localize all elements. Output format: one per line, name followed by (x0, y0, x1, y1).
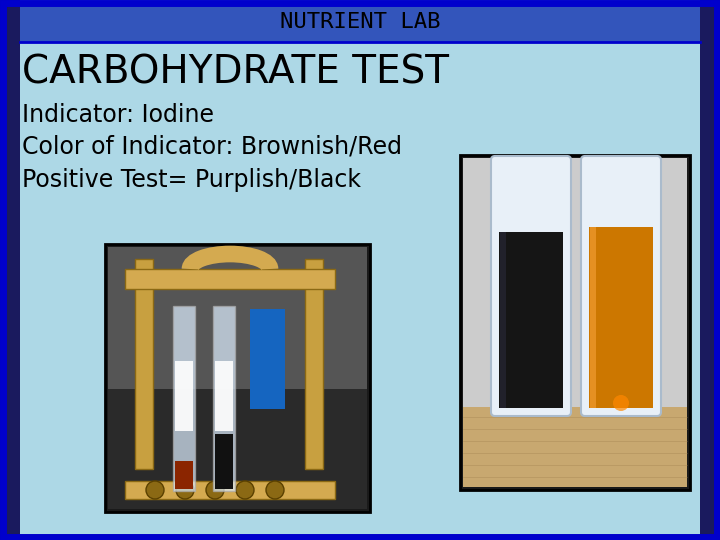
Bar (215, 434, 233, 489)
Bar (500, 232, 506, 408)
Bar (20, 2, 700, 42)
Bar (108, 247, 367, 509)
Bar (590, 227, 596, 408)
Bar (499, 232, 563, 408)
Bar (108, 247, 367, 389)
Text: Positive Test= Purplish/Black: Positive Test= Purplish/Black (22, 168, 361, 192)
Bar (463, 158, 687, 487)
Bar (215, 361, 233, 431)
FancyBboxPatch shape (491, 156, 571, 416)
FancyBboxPatch shape (581, 156, 661, 416)
Bar (463, 407, 687, 487)
Text: Indicator: Iodine: Indicator: Iodine (22, 103, 214, 127)
Bar (125, 269, 335, 289)
Bar (250, 309, 285, 409)
Text: CARBOHYDRATE TEST: CARBOHYDRATE TEST (22, 53, 449, 91)
Circle shape (176, 481, 194, 499)
Bar (213, 306, 235, 491)
Bar (0, 0, 20, 540)
Bar (700, 0, 720, 540)
Bar (135, 259, 153, 469)
Circle shape (613, 395, 629, 411)
Bar (175, 361, 193, 431)
Bar (125, 481, 335, 499)
Bar (173, 306, 195, 491)
Bar (460, 155, 690, 490)
Text: NUTRIENT LAB: NUTRIENT LAB (280, 12, 440, 32)
Text: Color of Indicator: Brownish/Red: Color of Indicator: Brownish/Red (22, 135, 402, 159)
Circle shape (146, 481, 164, 499)
Bar (305, 259, 323, 469)
Bar (105, 244, 370, 512)
Bar (175, 461, 193, 489)
Circle shape (236, 481, 254, 499)
Circle shape (206, 481, 224, 499)
Bar (589, 227, 653, 408)
Circle shape (266, 481, 284, 499)
